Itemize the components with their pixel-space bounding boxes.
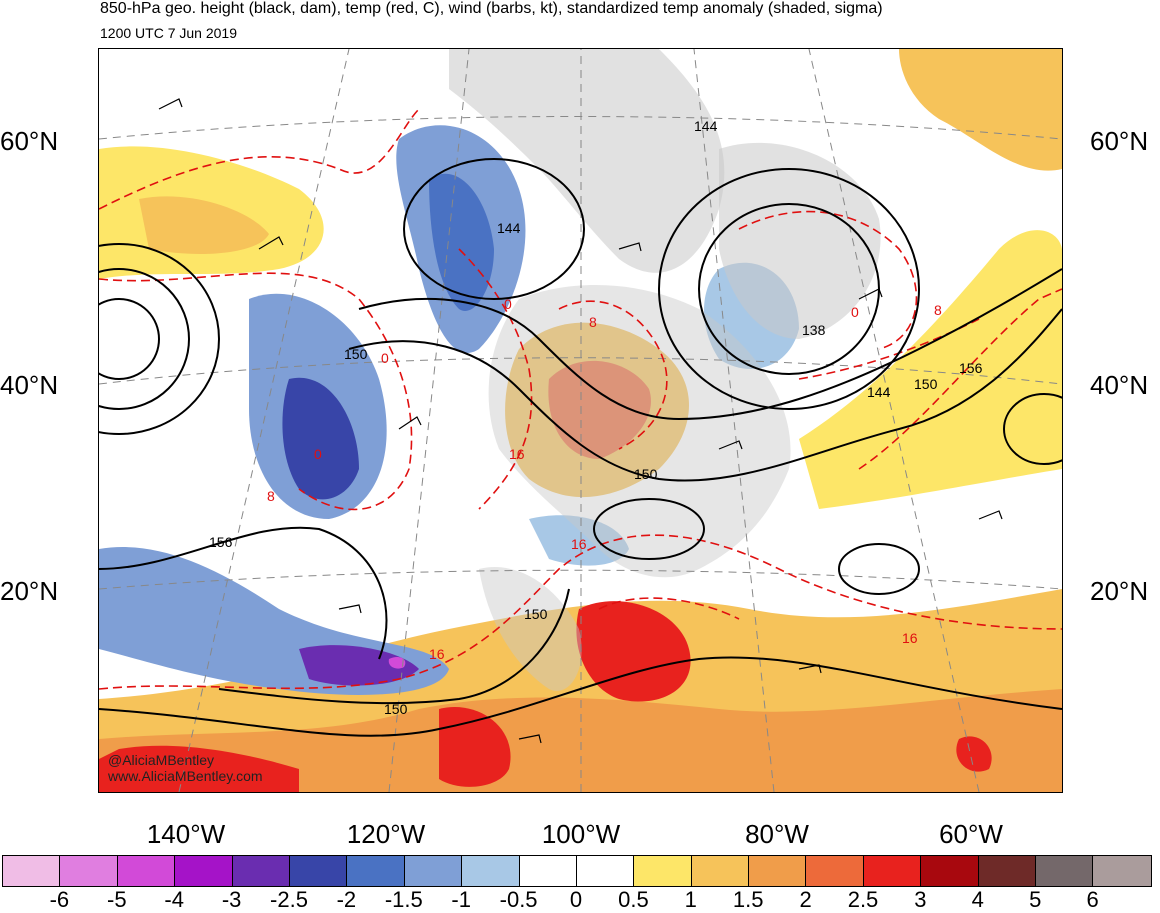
colorbar-tick-label: -5 bbox=[107, 887, 127, 912]
colorbar-swatch bbox=[691, 856, 750, 886]
chart-title: 850-hPa geo. height (black, dam), temp (… bbox=[100, 0, 883, 17]
colorbar-tick-label: -2 bbox=[336, 887, 357, 912]
colorbar-swatch bbox=[347, 856, 405, 886]
temp-labels: 0 8 0 8 0 8 16 16 16 16 0 bbox=[267, 296, 942, 662]
wind-barbs bbox=[158, 98, 1003, 744]
height-label: 150 bbox=[384, 701, 408, 717]
valid-time: 1200 UTC 7 Jun 2019 bbox=[100, 25, 237, 41]
colorbar-tick-label: 0 bbox=[569, 887, 583, 912]
temp-label: 16 bbox=[571, 536, 587, 552]
colorbar-swatch bbox=[117, 856, 176, 886]
colorbar-swatch bbox=[175, 856, 233, 886]
height-label: 150 bbox=[524, 606, 548, 622]
height-label: 150 bbox=[634, 466, 658, 482]
colorbar-swatch bbox=[806, 856, 864, 886]
height-label: 144 bbox=[497, 220, 521, 236]
height-label: 138 bbox=[802, 322, 826, 338]
height-label: 156 bbox=[209, 534, 233, 550]
temp-label: 0 bbox=[381, 350, 389, 366]
temp-label: 0 bbox=[851, 304, 859, 320]
colorbar-swatch bbox=[863, 856, 922, 886]
colorbar-swatch bbox=[462, 856, 520, 886]
height-label: 144 bbox=[694, 118, 718, 134]
colorbar-swatch bbox=[921, 856, 979, 886]
height-contours bbox=[99, 158, 1062, 737]
colorbar-tick-label: 1.5 bbox=[732, 887, 764, 912]
colorbar-tick-label: -4 bbox=[164, 887, 184, 912]
colorbar-tick-label: 3 bbox=[914, 887, 927, 912]
lon-label: 100°W bbox=[541, 819, 621, 849]
colorbar-tick-label: 2 bbox=[799, 887, 812, 912]
temp-label: 8 bbox=[267, 488, 275, 504]
colorbar-swatch bbox=[1036, 856, 1094, 886]
colorbar-tick-label: 4 bbox=[971, 887, 984, 912]
lat-label-right: 40°N bbox=[1090, 370, 1149, 400]
watermark-handle: @AliciaMBentley bbox=[108, 752, 215, 768]
temp-label: 8 bbox=[589, 314, 597, 330]
height-label: 150 bbox=[914, 376, 938, 392]
height-label: 150 bbox=[344, 346, 368, 362]
colorbar-tick-label: 5 bbox=[1029, 887, 1042, 912]
lon-label: 120°W bbox=[346, 819, 426, 849]
height-label: 144 bbox=[867, 384, 891, 400]
map-panel: 144 144 138 144 150 156 150 150 156 150 … bbox=[98, 48, 1063, 793]
colorbar-tick-label: 0.5 bbox=[618, 887, 649, 912]
colorbar-swatch bbox=[404, 856, 463, 886]
colorbar-tick-label: 6 bbox=[1086, 887, 1099, 912]
colorbar-tick-label: -0.5 bbox=[499, 887, 538, 912]
lat-label-right: 60°N bbox=[1090, 126, 1149, 156]
colorbar-swatch bbox=[60, 856, 118, 886]
anomaly-colorbar bbox=[2, 855, 1152, 887]
temp-label: 8 bbox=[934, 302, 942, 318]
colorbar-tick-label: -1 bbox=[451, 887, 471, 912]
watermark-url: www.AliciaMBentley.com bbox=[108, 768, 263, 784]
temp-label: 0 bbox=[504, 296, 512, 312]
colorbar-swatch bbox=[576, 856, 635, 886]
colorbar-swatch bbox=[519, 856, 577, 886]
colorbar-swatch bbox=[749, 856, 807, 886]
temp-label: 16 bbox=[509, 446, 525, 462]
lat-label-right: 20°N bbox=[1090, 576, 1149, 606]
colorbar-swatch bbox=[1093, 856, 1151, 886]
colorbar-tick-label: -1.5 bbox=[384, 887, 423, 912]
map-canvas: 144 144 138 144 150 156 150 150 156 150 … bbox=[99, 49, 1062, 792]
colorbar-tick-label: -2.5 bbox=[270, 887, 308, 912]
lat-label-left: 60°N bbox=[0, 126, 59, 156]
lon-label: 140°W bbox=[146, 819, 226, 849]
colorbar-tick-label: 1 bbox=[684, 887, 697, 912]
lon-label: 80°W bbox=[745, 819, 809, 849]
temp-contours bbox=[99, 108, 1062, 690]
temp-label: 0 bbox=[314, 446, 322, 462]
colorbar-swatch bbox=[289, 856, 348, 886]
temp-label: 16 bbox=[429, 646, 445, 662]
colorbar-swatch bbox=[978, 856, 1037, 886]
colorbar-tick-label: -3 bbox=[221, 887, 242, 912]
colorbar-swatch bbox=[3, 856, 61, 886]
colorbar-swatch bbox=[232, 856, 290, 886]
colorbar-swatch bbox=[634, 856, 692, 886]
temp-label: 16 bbox=[902, 630, 918, 646]
lat-label-left: 40°N bbox=[0, 370, 59, 400]
height-labels: 144 144 138 144 150 156 150 150 156 150 … bbox=[209, 118, 983, 717]
lon-label: 60°W bbox=[939, 819, 1003, 849]
graticule bbox=[99, 49, 1062, 792]
colorbar-tick-label: -6 bbox=[49, 887, 70, 912]
colorbar-tick-label: 2.5 bbox=[847, 887, 879, 912]
lat-label-left: 20°N bbox=[0, 576, 59, 606]
height-label: 156 bbox=[959, 360, 983, 376]
